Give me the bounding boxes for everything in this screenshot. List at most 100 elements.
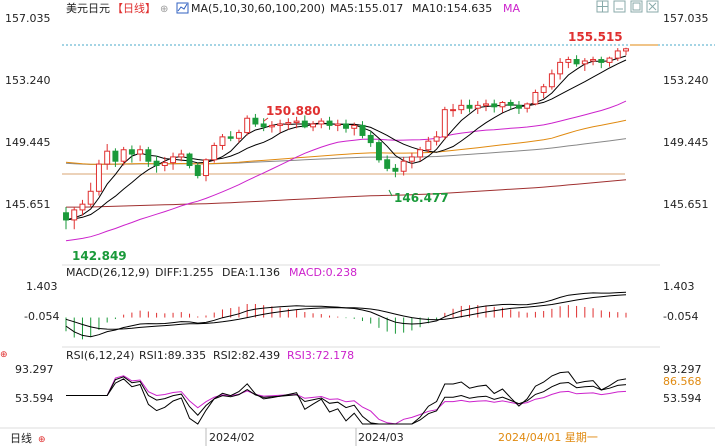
candle-body[interactable] xyxy=(441,109,448,138)
candle-body[interactable] xyxy=(458,104,465,111)
ma30-line xyxy=(65,100,627,242)
price-annotations: 150.880 155.515 146.477 142.849 xyxy=(72,30,623,263)
candle-body[interactable] xyxy=(417,149,424,158)
rsi-pane: RSI(6,12,24) RSI1:89.335 RSI2:82.439 RSI… xyxy=(15,349,702,425)
candle-body[interactable] xyxy=(565,59,572,63)
candle-body[interactable] xyxy=(318,120,325,125)
candle-body[interactable] xyxy=(161,162,168,167)
candle-body[interactable] xyxy=(499,101,506,108)
candle-body[interactable] xyxy=(178,153,185,158)
candle-body[interactable] xyxy=(623,48,629,52)
price-axis: 157.035 153.240 149.445 145.651 157.035 … xyxy=(5,12,709,211)
candle-body[interactable] xyxy=(145,149,152,162)
candle-body[interactable] xyxy=(301,120,308,128)
candle-body[interactable] xyxy=(466,104,473,109)
pane-settings-icon[interactable]: ⊕ xyxy=(0,350,8,360)
rsi3-line xyxy=(66,375,627,425)
candle-body[interactable] xyxy=(277,123,284,126)
ma10-value: MA10:154.635 xyxy=(412,2,492,15)
rsi1-line xyxy=(66,371,627,425)
y-tick-left-1: 153.240 xyxy=(5,74,51,87)
footer-bar xyxy=(0,428,715,446)
candle-body[interactable] xyxy=(219,136,226,146)
candle-body[interactable] xyxy=(614,50,621,59)
high-annotation-150880-pointer xyxy=(263,117,269,122)
low-annotation-146477-pointer xyxy=(388,189,393,197)
candle-body[interactable] xyxy=(450,109,457,112)
candle-body[interactable] xyxy=(128,149,135,155)
macd-value: MACD:0.238 xyxy=(289,266,357,279)
macd-diff: DIFF:1.255 xyxy=(155,266,214,279)
candle-body[interactable] xyxy=(524,103,531,109)
candle-body[interactable] xyxy=(557,61,564,75)
candle-body[interactable] xyxy=(285,122,292,125)
y-tick-left-0: 157.035 xyxy=(5,12,51,25)
candle-body[interactable] xyxy=(590,59,597,62)
candle-body[interactable] xyxy=(244,117,251,134)
candle-body[interactable] xyxy=(203,159,209,177)
candle-body[interactable] xyxy=(598,59,605,63)
candle-body[interactable] xyxy=(400,160,407,172)
candle-body[interactable] xyxy=(104,150,111,165)
candle-body[interactable] xyxy=(483,103,489,106)
candle-body[interactable] xyxy=(515,104,522,109)
candle-body[interactable] xyxy=(581,60,588,65)
footer-settings-icon[interactable]: ⊕ xyxy=(38,435,46,445)
rsi-y-tick-right-2: 53.594 xyxy=(663,392,702,405)
candle-body[interactable] xyxy=(310,123,317,128)
candle-body[interactable] xyxy=(343,123,349,129)
main-header: 美元日元 【日线】 ⊕ MA(5,10,30,60,100,200) MA5:1… xyxy=(66,1,520,15)
candle-body[interactable] xyxy=(120,149,127,162)
candle-body[interactable] xyxy=(326,120,333,126)
macd-dea: DEA:1.136 xyxy=(222,266,280,279)
footer-period-label[interactable]: 日线 xyxy=(10,431,32,445)
x-tick-label-current-date: 2024/04/01 星期一 xyxy=(498,431,598,444)
candle-body[interactable] xyxy=(548,73,555,88)
maximize-icon[interactable] xyxy=(630,0,643,13)
close-icon[interactable] xyxy=(646,0,659,13)
period-label[interactable]: 【日线】 xyxy=(112,1,156,15)
candle-body[interactable] xyxy=(87,190,94,205)
candle-body[interactable] xyxy=(491,103,498,108)
candle-body[interactable] xyxy=(433,136,440,142)
candle-body[interactable] xyxy=(540,86,547,93)
candle-body[interactable] xyxy=(384,159,391,169)
candle-body[interactable] xyxy=(408,156,415,162)
candle-body[interactable] xyxy=(252,117,259,125)
minimize-icon[interactable] xyxy=(613,0,626,13)
candle-body[interactable] xyxy=(137,149,144,155)
candle-body[interactable] xyxy=(260,123,267,128)
y-tick-left-2: 149.445 xyxy=(5,136,51,149)
candle-body[interactable] xyxy=(79,203,86,211)
candle-body[interactable] xyxy=(95,163,102,192)
candle-body[interactable] xyxy=(334,123,341,126)
candle-body[interactable] xyxy=(425,140,432,151)
candle-body[interactable] xyxy=(211,144,218,161)
candle-body[interactable] xyxy=(268,124,275,128)
candle-body[interactable] xyxy=(351,124,358,129)
ma-chart-icon[interactable] xyxy=(176,2,189,14)
candle-body[interactable] xyxy=(367,134,374,144)
candle-body[interactable] xyxy=(392,167,399,172)
y-tick-right-3: 145.651 xyxy=(663,198,709,211)
candle-body[interactable] xyxy=(606,57,613,63)
candle-body[interactable] xyxy=(186,153,193,167)
settings-icon[interactable]: ⊕ xyxy=(160,4,168,15)
candle-body[interactable] xyxy=(227,136,234,139)
candle-body[interactable] xyxy=(235,132,242,139)
candle-body[interactable] xyxy=(507,101,514,106)
candle-body[interactable] xyxy=(532,91,539,105)
candle-body[interactable] xyxy=(71,209,78,221)
candle-body[interactable] xyxy=(359,124,366,136)
candle-body[interactable] xyxy=(153,160,160,167)
diff-line xyxy=(65,291,627,338)
candle-body[interactable] xyxy=(573,59,580,65)
candle-body[interactable] xyxy=(63,212,69,221)
ma-label[interactable]: MA(5,10,30,60,100,200) xyxy=(191,2,325,15)
candle-body[interactable] xyxy=(375,142,382,161)
candle-body[interactable] xyxy=(474,104,481,109)
candle-body[interactable] xyxy=(293,120,300,124)
candle-body[interactable] xyxy=(194,165,201,177)
candle-body[interactable] xyxy=(170,156,177,164)
candle-body[interactable] xyxy=(112,150,119,162)
